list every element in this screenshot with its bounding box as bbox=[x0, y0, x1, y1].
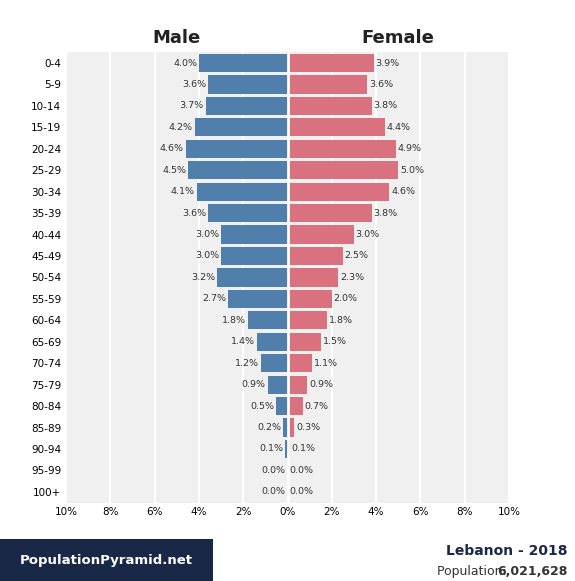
Bar bbox=[208, 204, 288, 222]
Bar bbox=[288, 182, 389, 201]
Bar bbox=[188, 161, 288, 180]
Text: 0.0%: 0.0% bbox=[289, 487, 313, 496]
Text: Population:: Population: bbox=[438, 565, 511, 578]
Text: 3.6%: 3.6% bbox=[182, 80, 206, 89]
Bar bbox=[199, 54, 288, 72]
Text: 0.1%: 0.1% bbox=[292, 444, 316, 453]
Text: 0.3%: 0.3% bbox=[296, 423, 320, 432]
Bar bbox=[288, 375, 308, 394]
Text: 0.7%: 0.7% bbox=[305, 401, 329, 411]
Bar bbox=[256, 333, 288, 351]
Text: 4.2%: 4.2% bbox=[168, 123, 193, 132]
Bar bbox=[221, 247, 288, 265]
Text: 0.0%: 0.0% bbox=[289, 466, 313, 475]
Text: 4.5%: 4.5% bbox=[162, 166, 186, 175]
Text: 0.0%: 0.0% bbox=[262, 487, 286, 496]
Bar bbox=[194, 118, 288, 137]
Text: 3.8%: 3.8% bbox=[373, 209, 397, 218]
Text: 5.0%: 5.0% bbox=[400, 166, 424, 175]
Text: 2.3%: 2.3% bbox=[340, 273, 365, 282]
Text: 3.6%: 3.6% bbox=[182, 209, 206, 218]
Bar bbox=[288, 54, 374, 72]
Bar bbox=[288, 311, 327, 329]
Text: 4.1%: 4.1% bbox=[171, 187, 195, 196]
Text: 1.2%: 1.2% bbox=[235, 358, 259, 368]
Text: Female: Female bbox=[362, 29, 435, 47]
Text: 2.7%: 2.7% bbox=[202, 295, 226, 303]
Text: 3.0%: 3.0% bbox=[195, 252, 219, 260]
Bar bbox=[288, 97, 371, 115]
Bar bbox=[288, 418, 294, 437]
Text: 0.1%: 0.1% bbox=[259, 444, 283, 453]
Text: 4.6%: 4.6% bbox=[391, 187, 415, 196]
Text: 1.1%: 1.1% bbox=[313, 358, 338, 368]
Text: PopulationPyramid.net: PopulationPyramid.net bbox=[20, 554, 193, 566]
Bar bbox=[197, 182, 288, 201]
Text: Lebanon - 2018: Lebanon - 2018 bbox=[446, 544, 568, 558]
Text: 3.2%: 3.2% bbox=[191, 273, 215, 282]
Bar bbox=[288, 139, 396, 158]
Bar bbox=[186, 139, 288, 158]
Text: 3.0%: 3.0% bbox=[195, 230, 219, 239]
Text: 4.0%: 4.0% bbox=[173, 59, 197, 67]
Bar bbox=[228, 290, 288, 308]
Bar bbox=[288, 161, 398, 180]
Bar bbox=[208, 76, 288, 94]
Text: 1.8%: 1.8% bbox=[329, 316, 353, 325]
Text: 6,021,628: 6,021,628 bbox=[497, 565, 568, 578]
Text: 2.0%: 2.0% bbox=[334, 295, 358, 303]
Bar bbox=[288, 333, 321, 351]
Bar bbox=[267, 375, 288, 394]
Bar bbox=[288, 440, 290, 458]
Bar bbox=[277, 397, 288, 415]
Text: Male: Male bbox=[153, 29, 201, 47]
Text: 1.8%: 1.8% bbox=[222, 316, 246, 325]
Text: 3.8%: 3.8% bbox=[373, 102, 397, 110]
Bar bbox=[261, 354, 288, 372]
Text: 0.9%: 0.9% bbox=[242, 380, 266, 389]
Bar bbox=[283, 418, 288, 437]
Bar bbox=[217, 268, 288, 286]
Text: 0.9%: 0.9% bbox=[309, 380, 333, 389]
Bar bbox=[288, 204, 371, 222]
Bar bbox=[288, 268, 339, 286]
Text: 0.2%: 0.2% bbox=[257, 423, 281, 432]
Bar bbox=[288, 290, 332, 308]
Text: 1.5%: 1.5% bbox=[323, 337, 347, 346]
Text: 1.4%: 1.4% bbox=[231, 337, 255, 346]
Bar bbox=[288, 247, 343, 265]
Text: 0.5%: 0.5% bbox=[251, 401, 275, 411]
Text: 4.9%: 4.9% bbox=[398, 144, 421, 153]
Bar bbox=[206, 97, 288, 115]
Text: 3.0%: 3.0% bbox=[356, 230, 380, 239]
Bar bbox=[288, 76, 367, 94]
Bar bbox=[248, 311, 288, 329]
Text: 4.4%: 4.4% bbox=[386, 123, 411, 132]
Bar bbox=[288, 225, 354, 243]
Text: 3.7%: 3.7% bbox=[180, 102, 204, 110]
Bar bbox=[288, 118, 385, 137]
Text: 3.9%: 3.9% bbox=[375, 59, 400, 67]
Text: 0.0%: 0.0% bbox=[262, 466, 286, 475]
Bar bbox=[221, 225, 288, 243]
Text: 2.5%: 2.5% bbox=[344, 252, 369, 260]
Bar bbox=[288, 397, 303, 415]
Text: 4.6%: 4.6% bbox=[160, 144, 184, 153]
Bar bbox=[288, 354, 312, 372]
Bar bbox=[285, 440, 288, 458]
Text: 3.6%: 3.6% bbox=[369, 80, 393, 89]
